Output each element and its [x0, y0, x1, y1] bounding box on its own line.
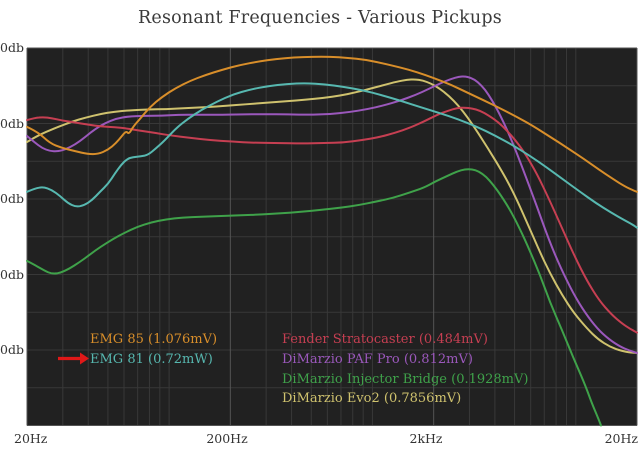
x-axis-label-200hz: 200Hz [206, 431, 248, 446]
legend-emg85: EMG 85 (1.076mV) [90, 332, 218, 347]
y-axis-label-1: 0db [0, 115, 24, 131]
legend-paf: DiMarzio PAF Pro (0.812mV) [282, 352, 473, 367]
curve-injector [26, 168, 602, 427]
y-axis-label-4: 0db [0, 342, 24, 358]
legend-injector: DiMarzio Injector Bridge (0.1928mV) [282, 372, 529, 387]
curve-evo2 [26, 78, 638, 354]
legend-emg81: EMG 81 (0.72mW) [90, 352, 213, 367]
y-axis-label-2: 0db [0, 191, 24, 207]
legend-evo2: DiMarzio Evo2 (0.7856mV) [282, 391, 462, 406]
curve-emg85 [26, 55, 638, 193]
arrow-icon [58, 352, 89, 365]
x-axis-label-2khz: 2kHz [409, 431, 443, 446]
curve-strat [26, 106, 638, 334]
curve-emg81 [26, 82, 638, 229]
arrow-head [80, 352, 89, 365]
chart-title: Resonant Frequencies - Various Pickups [138, 8, 502, 28]
y-axis-label-3: 0db [0, 266, 24, 282]
legend-strat: Fender Stratocaster (0.484mV) [282, 332, 488, 347]
x-axis-label-20hz: 20Hz [14, 431, 48, 446]
x-axis-label-20khz: 20Hz [604, 431, 638, 446]
y-axis-label-0: 0db [0, 40, 24, 56]
